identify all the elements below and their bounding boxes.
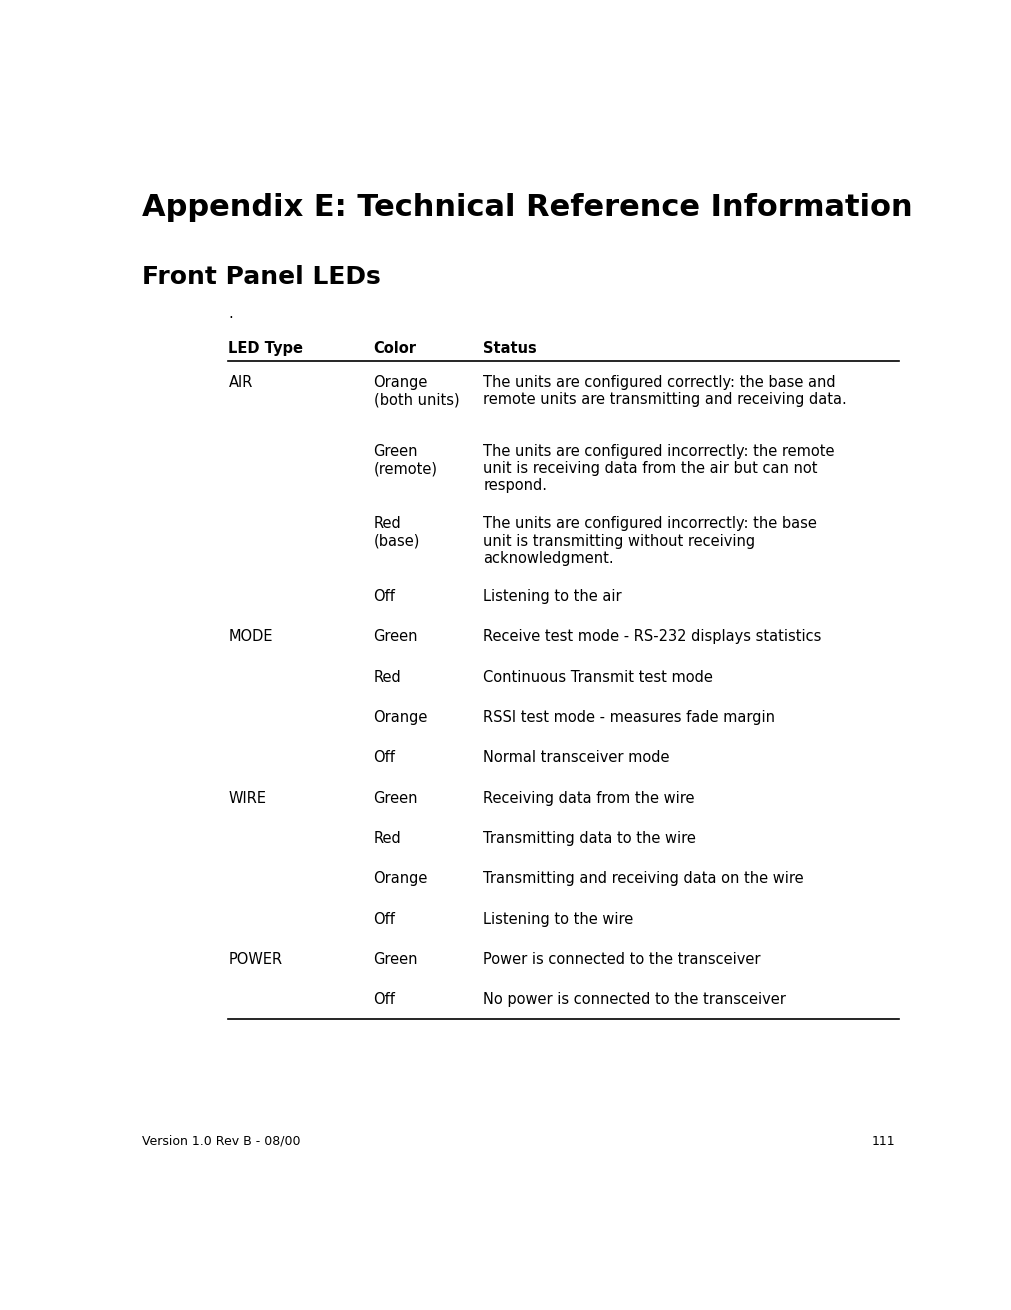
Text: AIR: AIR (228, 375, 253, 390)
Text: LED Type: LED Type (228, 341, 303, 356)
Text: Green
(remote): Green (remote) (373, 444, 437, 476)
Text: Listening to the air: Listening to the air (483, 590, 622, 604)
Text: No power is connected to the transceiver: No power is connected to the transceiver (483, 993, 786, 1007)
Text: Red
(base): Red (base) (373, 516, 420, 549)
Text: Version 1.0 Rev B - 08/00: Version 1.0 Rev B - 08/00 (142, 1134, 300, 1148)
Text: Off: Off (373, 590, 395, 604)
Text: Orange
(both units): Orange (both units) (373, 375, 459, 407)
Text: Transmitting data to the wire: Transmitting data to the wire (483, 831, 696, 846)
Text: WIRE: WIRE (228, 791, 266, 806)
Text: POWER: POWER (228, 952, 282, 967)
Text: Normal transceiver mode: Normal transceiver mode (483, 751, 669, 765)
Text: Appendix E: Technical Reference Information: Appendix E: Technical Reference Informat… (142, 193, 912, 221)
Text: Listening to the wire: Listening to the wire (483, 912, 633, 926)
Text: Receiving data from the wire: Receiving data from the wire (483, 791, 695, 806)
Text: Receive test mode - RS-232 displays statistics: Receive test mode - RS-232 displays stat… (483, 629, 821, 645)
Text: Orange: Orange (373, 710, 428, 724)
Text: The units are configured correctly: the base and
remote units are transmitting a: The units are configured correctly: the … (483, 375, 846, 407)
Text: Continuous Transmit test mode: Continuous Transmit test mode (483, 669, 713, 685)
Text: Power is connected to the transceiver: Power is connected to the transceiver (483, 952, 760, 967)
Text: Color: Color (373, 341, 417, 356)
Text: Red: Red (373, 669, 401, 685)
Text: Front Panel LEDs: Front Panel LEDs (142, 265, 380, 290)
Text: The units are configured incorrectly: the remote
unit is receiving data from the: The units are configured incorrectly: th… (483, 444, 834, 494)
Text: Off: Off (373, 993, 395, 1007)
Text: Green: Green (373, 629, 418, 645)
Text: Green: Green (373, 952, 418, 967)
Text: Red: Red (373, 831, 401, 846)
Text: 111: 111 (870, 1134, 895, 1148)
Text: Off: Off (373, 912, 395, 926)
Text: RSSI test mode - measures fade margin: RSSI test mode - measures fade margin (483, 710, 774, 724)
Text: The units are configured incorrectly: the base
unit is transmitting without rece: The units are configured incorrectly: th… (483, 516, 817, 566)
Text: Status: Status (483, 341, 537, 356)
Text: MODE: MODE (228, 629, 273, 645)
Text: Off: Off (373, 751, 395, 765)
Text: Orange: Orange (373, 871, 428, 887)
Text: Transmitting and receiving data on the wire: Transmitting and receiving data on the w… (483, 871, 803, 887)
Text: Green: Green (373, 791, 418, 806)
Text: .: . (228, 307, 233, 321)
